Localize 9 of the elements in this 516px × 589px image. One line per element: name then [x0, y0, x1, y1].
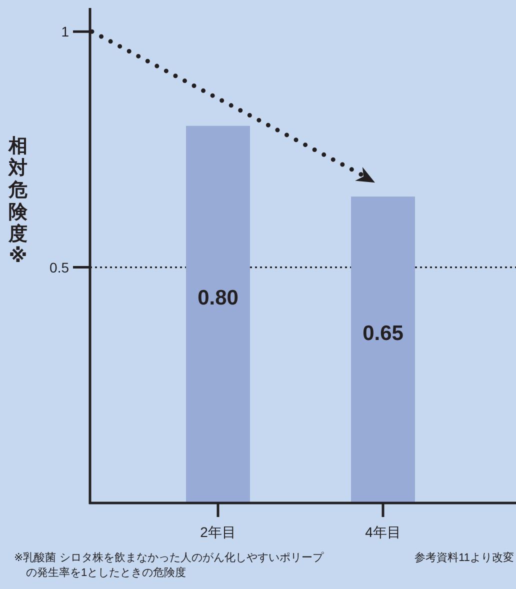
- y-tick-label: 1: [61, 24, 70, 40]
- y-axis-title: 相対危険度※: [8, 135, 28, 267]
- text: ※乳酸菌 シロタ株を飲まなかった人のがん化しやすいポリープの発生率を1としたときの危険度: [14, 551, 324, 579]
- x-tick-label: 4年目: [365, 524, 401, 540]
- data-label: 0.80: [198, 286, 238, 310]
- y-tick-label: 0.5: [50, 259, 70, 276]
- x-tick-label: 2年目: [200, 524, 236, 540]
- text: 参考資料11より改変: [414, 551, 514, 564]
- data-label: 0.65: [362, 322, 404, 345]
